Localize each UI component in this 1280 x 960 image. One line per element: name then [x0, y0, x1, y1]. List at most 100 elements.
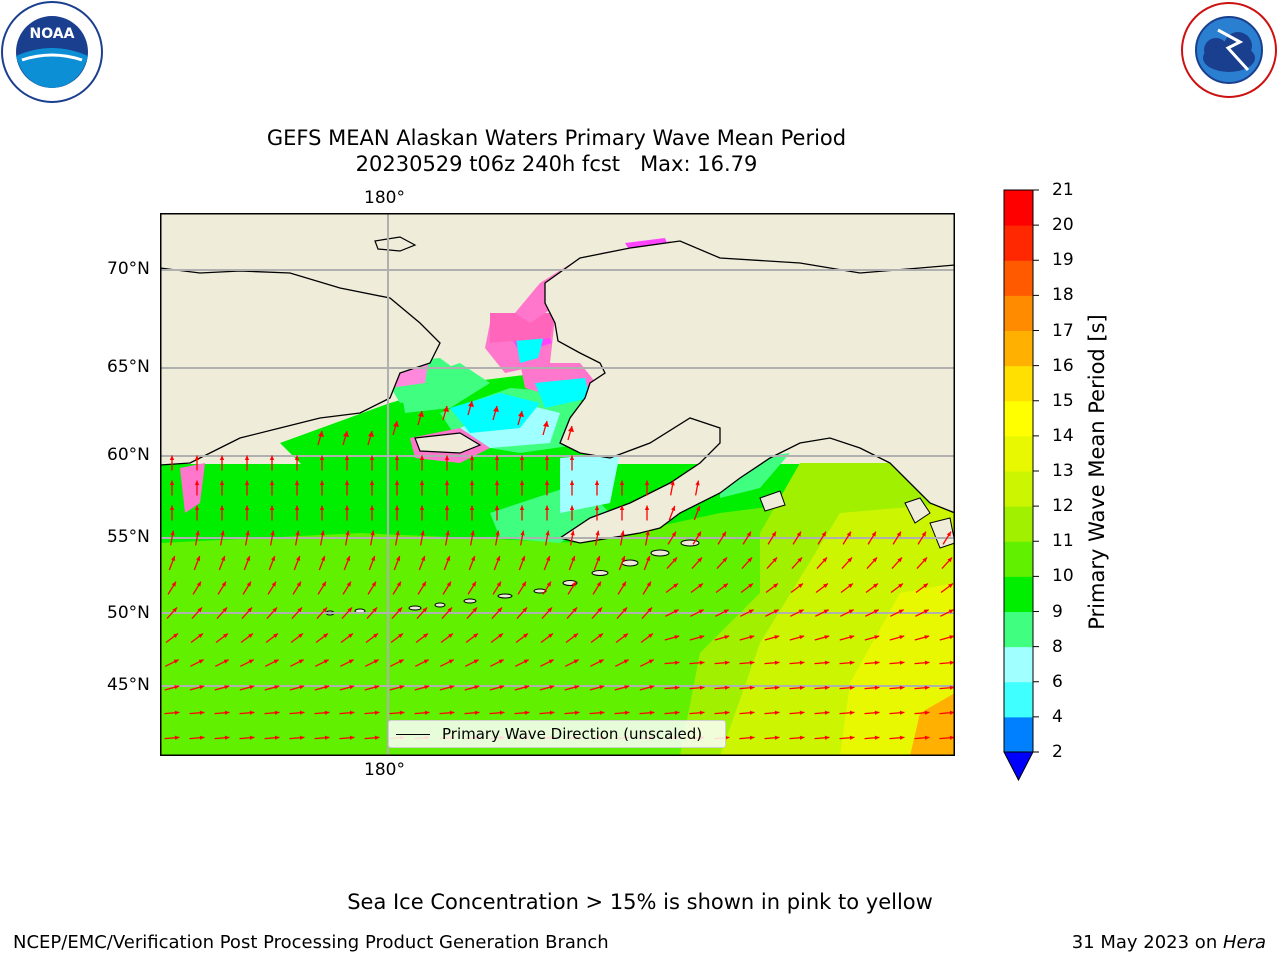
wave-arrow-head [172, 607, 178, 613]
wave-arrow-head [169, 455, 175, 461]
wave-arrow-head [544, 455, 550, 461]
wave-arrow-head [949, 685, 955, 690]
wave-arrow-head [219, 455, 225, 461]
wave-arrow-head [419, 455, 425, 461]
wave-arrow-head [199, 735, 205, 740]
wave-arrow-head [547, 607, 553, 613]
wave-arrow-head [219, 480, 225, 486]
wave-arrow-head [518, 411, 524, 417]
colorbar-tick-label: 20 [1052, 215, 1074, 236]
wave-arrow-head [445, 530, 450, 536]
wave-arrow-head [698, 583, 703, 588]
wave-arrow-head [524, 710, 530, 715]
wave-arrow-head [349, 710, 355, 715]
wave-arrow-head [299, 735, 305, 740]
wave-arrow-head [949, 635, 955, 640]
wave-arrow-head [598, 659, 604, 664]
colorbar-tick-label: 15 [1052, 390, 1074, 411]
wave-arrow-head [249, 735, 255, 740]
wave-arrow-head [469, 505, 475, 511]
wave-arrow-head [468, 401, 474, 407]
wave-arrow-head [323, 659, 329, 664]
wave-arrow-head [449, 685, 455, 690]
wave-arrow-head [724, 660, 730, 665]
wave-arrow-head [498, 633, 503, 638]
wave-arrow-head [196, 556, 201, 561]
wave-arrow-head [772, 557, 778, 563]
wave-arrow-head [199, 685, 205, 690]
wave-arrow-head [419, 505, 425, 511]
wave-arrow-head [373, 659, 379, 664]
wave-arrow-head [824, 710, 830, 715]
colorbar-segment [1004, 295, 1033, 331]
wave-arrow-head [221, 581, 226, 587]
wave-arrow-head [269, 455, 275, 461]
wave-arrow-head [344, 480, 350, 486]
wave-arrow-head [499, 685, 505, 690]
wave-arrow-head [494, 505, 500, 511]
wave-arrow-head [624, 685, 630, 690]
wave-arrow-head [621, 556, 626, 561]
wave-arrow-head [798, 583, 803, 588]
wave-arrow-head [348, 633, 353, 638]
wave-arrow-head [295, 530, 300, 536]
wave-arrow-head [674, 685, 680, 690]
wave-arrow-head [223, 633, 228, 638]
wave-arrow-head [322, 607, 328, 613]
wave-arrow-head [369, 455, 375, 461]
wave-arrow-head [746, 531, 751, 537]
wave-arrow-head [874, 710, 880, 715]
wave-arrow-head [169, 480, 175, 486]
wave-arrow-head [349, 735, 355, 740]
wave-arrow-head [824, 635, 830, 640]
wave-arrow-head [271, 581, 276, 587]
wave-arrow-head [697, 557, 703, 563]
wave-arrow-head [298, 659, 304, 664]
wave-arrow-head [695, 480, 700, 486]
sea-ice-note: Sea Ice Concentration > 15% is shown in … [347, 890, 933, 914]
wave-arrow-head [946, 531, 951, 537]
wave-arrow-head [949, 660, 955, 665]
wave-arrow-head [195, 530, 200, 536]
wave-arrow-head [724, 710, 730, 715]
colorbar-tick-label: 18 [1052, 285, 1074, 306]
wave-arrow-head [299, 685, 305, 690]
wave-arrow-head [594, 480, 600, 486]
colorbar-tick-label: 8 [1052, 636, 1063, 657]
wave-arrow-head [548, 633, 553, 638]
wave-arrow-head [849, 710, 855, 715]
wave-arrow-head [370, 530, 375, 536]
wave-arrow-head [223, 659, 229, 664]
wave-arrow-head [619, 505, 625, 511]
colorbar-tick-label: 17 [1052, 320, 1074, 341]
wave-arrow-head [470, 530, 475, 536]
wave-arrow-head [248, 659, 254, 664]
colorbar-tick-label: 11 [1052, 531, 1074, 552]
colorbar [1003, 189, 1039, 782]
wave-arrow-head [848, 609, 854, 614]
wave-arrow-head [521, 581, 526, 587]
wave-arrow-head [446, 581, 451, 587]
wave-arrow-head [369, 480, 375, 486]
wave-arrow-head [319, 455, 325, 461]
wave-arrow-head [371, 581, 376, 587]
wave-arrow-head [544, 505, 550, 511]
colorbar-segment [1004, 646, 1033, 683]
wave-arrow-head [371, 556, 376, 561]
wave-arrow-head [749, 635, 755, 640]
map-title: GEFS MEAN Alaskan Waters Primary Wave Me… [266, 126, 847, 150]
colorbar-label: Primary Wave Mean Period [s] [1085, 314, 1109, 630]
wave-arrow-head [924, 735, 930, 740]
wave-arrow-head [949, 735, 955, 740]
wave-arrow-head [623, 659, 629, 664]
wave-arrow-head [174, 735, 180, 740]
wave-arrow-head [799, 735, 805, 740]
colorbar-segment [1004, 576, 1033, 612]
wave-arrow-head [272, 607, 278, 613]
wave-direction-arrows [164, 400, 955, 740]
wave-arrow-head [444, 480, 450, 486]
wave-arrow-head [173, 633, 178, 638]
wave-arrow-head [846, 531, 851, 537]
wave-arrow-head [696, 531, 701, 537]
wave-arrow-head [749, 735, 755, 740]
